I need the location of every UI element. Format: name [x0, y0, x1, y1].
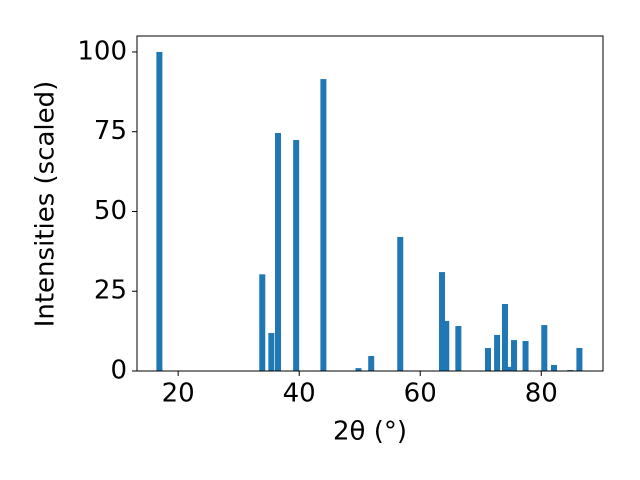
y-tick-label: 100 — [77, 36, 127, 66]
bar — [320, 79, 327, 372]
bar — [485, 348, 492, 371]
bar — [501, 304, 508, 371]
bar — [522, 341, 529, 371]
y-tick-label: 50 — [94, 196, 127, 226]
y-tick-label: 25 — [94, 276, 127, 306]
bar — [494, 334, 501, 371]
bar — [259, 274, 266, 371]
bar — [156, 51, 163, 371]
bar — [443, 320, 450, 371]
bar — [506, 366, 513, 371]
bar — [293, 140, 300, 371]
bar — [511, 340, 518, 371]
plot-frame — [136, 35, 604, 372]
x-axis-label: 2θ (°) — [333, 417, 407, 447]
bar — [268, 333, 275, 371]
bar — [541, 325, 548, 371]
bar — [355, 368, 362, 371]
y-axis-label: Intensities (scaled) — [31, 81, 61, 328]
x-tick-label: 80 — [525, 379, 558, 409]
x-tick-label: 60 — [404, 379, 437, 409]
bar — [439, 272, 446, 371]
bar — [368, 356, 375, 371]
bar — [397, 237, 404, 371]
bar — [455, 326, 462, 371]
bar — [275, 132, 282, 371]
x-tick-label: 40 — [283, 379, 316, 409]
bar — [550, 364, 557, 371]
x-tick-label: 20 — [162, 379, 195, 409]
bar — [576, 348, 583, 371]
y-tick-label: 75 — [94, 116, 127, 146]
y-tick-label: 0 — [110, 356, 127, 386]
